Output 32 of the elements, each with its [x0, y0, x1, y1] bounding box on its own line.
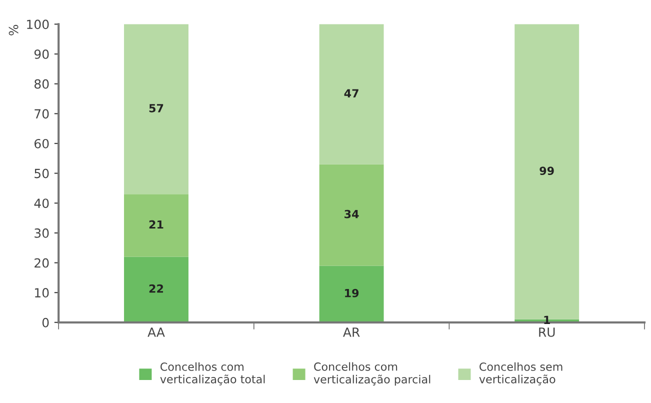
y-tick-label: 60	[34, 138, 49, 148]
y-tick-label: 50	[34, 168, 49, 178]
data-label: 22	[149, 284, 164, 293]
y-tick-label: 40	[34, 198, 49, 208]
x-tick-label: AA	[148, 328, 165, 337]
y-tick-label: 30	[34, 228, 49, 238]
data-label: 1	[544, 316, 550, 324]
bar	[319, 24, 384, 164]
y-axis-title: %	[8, 24, 18, 36]
y-tick-label: 90	[34, 49, 49, 59]
legend-label: Concelhos com verticalização parcial	[314, 362, 430, 386]
y-tick-label: 80	[34, 79, 49, 89]
data-label: 34	[344, 210, 359, 218]
bar	[319, 266, 384, 322]
y-tick-label: 0	[42, 318, 49, 328]
x-tick-label: AR	[343, 328, 360, 337]
data-label: 47	[344, 89, 358, 98]
data-label: 21	[149, 220, 164, 229]
bar	[124, 256, 188, 322]
bar	[124, 194, 188, 257]
bar	[319, 164, 384, 266]
data-label: 57	[149, 104, 164, 112]
legend-label: Concelhos com verticalização total	[160, 362, 265, 386]
y-tick-label: 70	[34, 109, 49, 119]
bar	[124, 24, 188, 194]
data-label: 19	[345, 288, 359, 298]
legend-label: Concelhos sem verticalização	[479, 362, 562, 386]
x-tick-label: RU	[539, 328, 555, 337]
y-tick-label: 20	[34, 258, 49, 268]
data-label: 99	[540, 166, 554, 176]
y-tick-label: 100	[27, 20, 49, 30]
y-tick-label: 10	[35, 288, 49, 298]
